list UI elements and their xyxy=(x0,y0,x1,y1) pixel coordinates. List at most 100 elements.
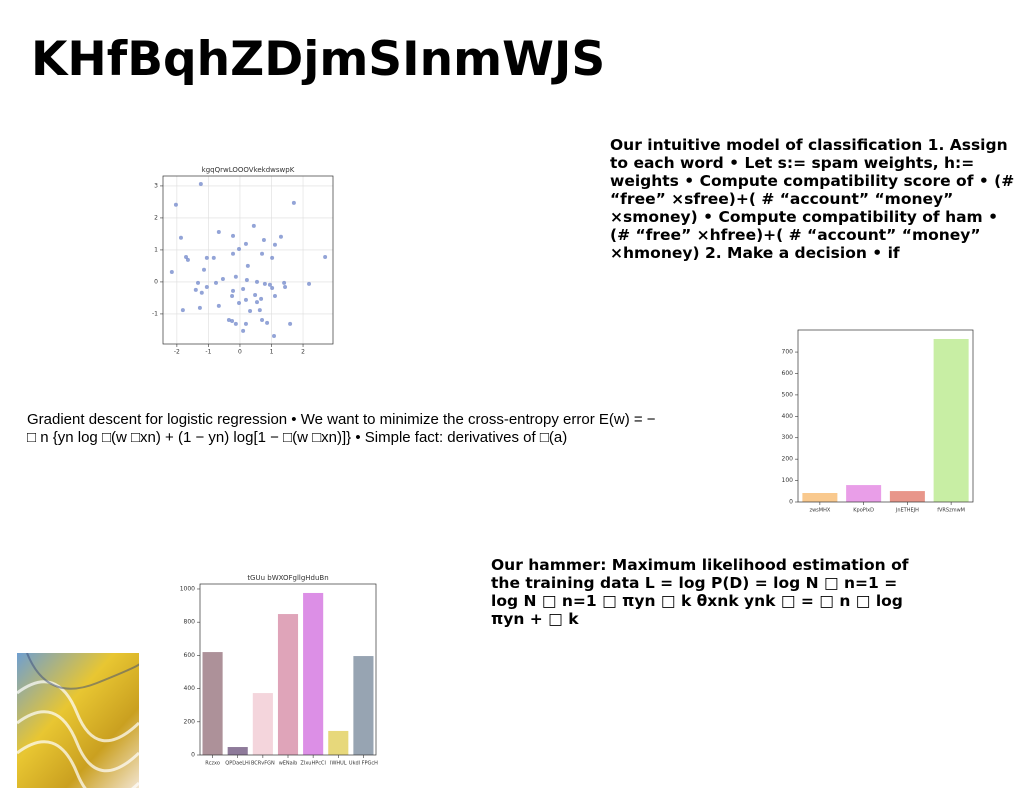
scatter-point xyxy=(213,280,218,285)
y-tick-label: 0 xyxy=(789,499,793,506)
bar xyxy=(889,491,925,502)
y-tick-label: 200 xyxy=(782,456,794,463)
scatter-point xyxy=(204,285,209,290)
scatter-point xyxy=(231,233,236,238)
y-tick-label: 400 xyxy=(184,685,196,692)
y-tick-label: 300 xyxy=(782,434,794,441)
scatter-point xyxy=(248,309,253,314)
text-block: Gradient descent for logistic regression… xyxy=(27,411,656,446)
scatter-point xyxy=(184,254,189,259)
scatter-point xyxy=(226,318,231,322)
scatter-point xyxy=(244,278,249,282)
scatter-point xyxy=(278,234,283,239)
scatter-point xyxy=(243,241,248,246)
x-tick-label: IWHUL xyxy=(330,761,347,767)
scatter-point xyxy=(282,280,287,285)
x-tick-label: Ukdl FPGcH xyxy=(349,761,378,767)
x-tick-label: KpoPlxD xyxy=(853,508,874,514)
bar xyxy=(846,485,882,502)
scatter-point xyxy=(288,321,293,326)
scatter-point xyxy=(173,202,178,207)
y-tick-label: 200 xyxy=(184,718,196,725)
x-tick-label: fVRSzmwM xyxy=(937,508,965,514)
y-tick-label: -1 xyxy=(152,310,158,317)
scatter-point xyxy=(199,290,204,295)
scatter-point xyxy=(220,277,225,282)
scatter-point xyxy=(307,281,312,286)
scatter-point xyxy=(262,281,267,286)
scatter-point xyxy=(257,308,262,313)
scatter-point xyxy=(216,230,221,234)
bar xyxy=(202,652,223,755)
text-block: Our hammer: Maximum likelihood estimatio… xyxy=(491,556,909,628)
scatter-point xyxy=(185,257,190,262)
scatter-point xyxy=(272,334,277,338)
y-tick-label: 1 xyxy=(154,246,158,253)
x-tick-label: 1 xyxy=(270,349,274,356)
scatter-point xyxy=(216,303,221,308)
x-tick-label: -1 xyxy=(205,349,211,356)
y-tick-label: 100 xyxy=(782,477,794,484)
y-tick-label: 0 xyxy=(191,752,195,759)
x-tick-label: BCRvFGN xyxy=(251,761,275,767)
scatter-point xyxy=(230,318,235,323)
scatter-point xyxy=(169,270,174,274)
scatter-point xyxy=(231,251,236,256)
x-tick-label: ZIxuHPcCl xyxy=(300,761,325,767)
scatter-point xyxy=(233,274,238,279)
y-tick-label: 500 xyxy=(782,391,794,398)
y-tick-label: 0 xyxy=(154,278,158,285)
scatter-point xyxy=(259,296,264,301)
scatter-point xyxy=(243,297,248,302)
scatter-point xyxy=(196,280,201,285)
y-tick-label: 1000 xyxy=(180,585,195,592)
y-tick-label: 800 xyxy=(184,619,196,626)
scatter-point xyxy=(245,263,250,268)
y-tick-label: 700 xyxy=(782,349,794,356)
scatter-point xyxy=(193,287,198,292)
x-tick-label: zwsMHX xyxy=(809,508,830,514)
scatter-point xyxy=(270,255,275,260)
scatter-point xyxy=(291,200,296,205)
scatter-point xyxy=(204,255,209,260)
bar-chart: 0 100 200 300 400 500 600 700 zwsMHX KpoPlxD JnETH… xyxy=(782,329,974,514)
bar xyxy=(328,730,349,755)
x-tick-label: wENaib xyxy=(279,761,298,767)
scatter-point xyxy=(251,223,256,228)
scatter-point xyxy=(202,267,207,272)
scatter-point xyxy=(237,301,242,306)
scatter-point xyxy=(253,293,258,298)
scatter-point xyxy=(261,238,266,242)
bar xyxy=(802,493,838,502)
bar xyxy=(277,614,299,755)
x-tick-label: 0 xyxy=(238,349,242,356)
scatter-point xyxy=(197,305,202,310)
y-tick-label: 3 xyxy=(154,182,158,189)
bar xyxy=(353,656,374,755)
scatter-point xyxy=(231,288,236,293)
scatter-point xyxy=(260,318,265,322)
scatter-point xyxy=(254,300,259,305)
y-tick-label: 600 xyxy=(184,652,196,659)
bar xyxy=(933,338,969,502)
bar xyxy=(227,747,248,755)
scatter-point xyxy=(267,282,272,287)
scatter-point xyxy=(211,255,216,260)
scatter-point xyxy=(237,246,242,251)
x-tick-label: JnETHEJH xyxy=(895,508,919,514)
scatter-point xyxy=(265,320,270,325)
bar xyxy=(252,693,273,755)
y-tick-label: 600 xyxy=(782,370,794,377)
scatter-point xyxy=(230,294,235,298)
bar-chart: tGUu bWXOFgllgHduBn 0 200 400 600 800 1000 Rczx… xyxy=(180,574,378,767)
scatter-point xyxy=(260,251,265,256)
scatter-point xyxy=(272,294,277,298)
scatter-chart: kgqQrwLOOOVkekdwswpK -1 0 1 2 3 -2 -1 0 1 2 xyxy=(152,166,334,356)
plot-frame xyxy=(797,329,974,503)
x-tick-label: Rczxo xyxy=(205,761,220,767)
decorative-image xyxy=(17,653,139,788)
scatter-point xyxy=(272,242,277,247)
scatter-point xyxy=(243,321,248,326)
chart-title: tGUu bWXOFgllgHduBn xyxy=(247,574,328,582)
